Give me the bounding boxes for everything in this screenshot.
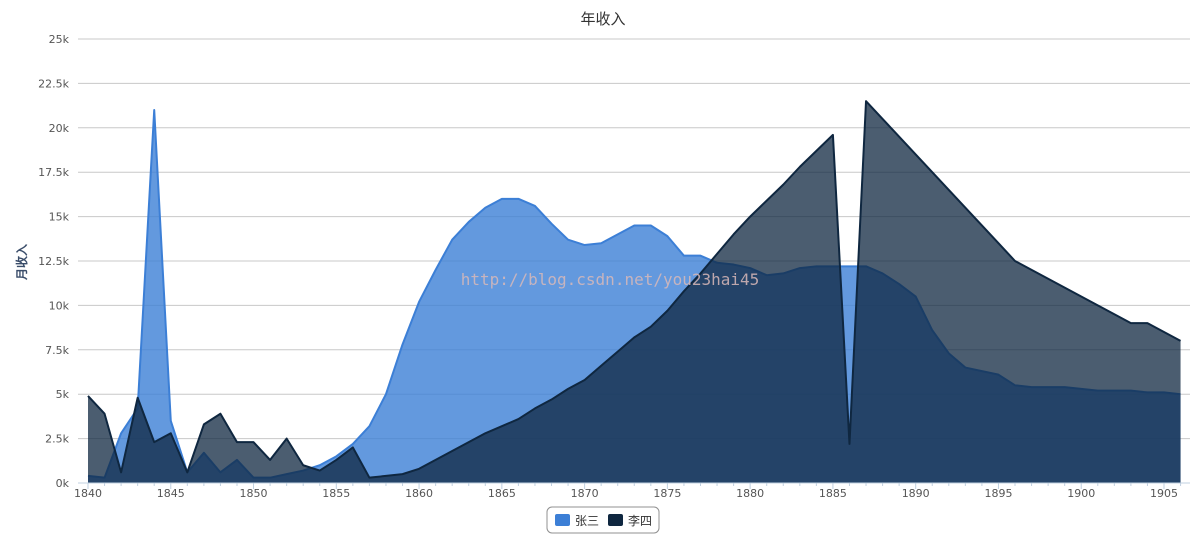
y-tick-label: 22.5k (38, 77, 69, 90)
x-tick-label: 1865 (488, 487, 516, 500)
legend-swatch-2[interactable] (608, 514, 623, 526)
watermark-text: http://blog.csdn.net/you23hai45 (461, 270, 760, 289)
x-tick-label: 1880 (736, 487, 764, 500)
y-axis-label: 月收入 (14, 244, 29, 281)
x-tick-label: 1855 (322, 487, 350, 500)
y-tick-label: 25k (49, 33, 70, 46)
series-line-2 (87, 100, 1182, 479)
x-tick-label: 1840 (74, 487, 102, 500)
y-tick-label: 17.5k (38, 166, 69, 179)
x-tick-label: 1885 (819, 487, 847, 500)
legend-swatch-1[interactable] (555, 514, 570, 526)
x-tick-label: 1900 (1067, 487, 1095, 500)
x-tick-label: 1895 (984, 487, 1012, 500)
x-tick-label: 1890 (902, 487, 930, 500)
y-axis-ticks: 0k 2.5k 5k 7.5k 10k 12.5k 15k 17.5k 20k 22.5k 25k (38, 33, 69, 490)
x-tick-label: 1905 (1150, 487, 1178, 500)
legend-label-1[interactable]: 张三 (575, 514, 599, 528)
legend[interactable]: 张三 李四 (546, 506, 660, 534)
x-tick-label: 1875 (653, 487, 681, 500)
x-tick-label: 1860 (405, 487, 433, 500)
y-tick-label: 5k (56, 388, 70, 401)
chart-title: 年收入 (580, 10, 625, 28)
legend-box (546, 506, 660, 534)
y-tick-label: 10k (49, 299, 70, 312)
series-area-2 (88, 101, 1181, 483)
x-tick-label: 1870 (571, 487, 599, 500)
y-tick-label: 7.5k (45, 344, 69, 357)
x-tick-label: 1850 (240, 487, 268, 500)
series-areas (87, 100, 1182, 483)
y-tick-label: 0k (56, 477, 70, 490)
y-tick-label: 15k (49, 211, 70, 224)
y-tick-label: 2.5k (45, 433, 69, 446)
x-axis-ticks: 1840 1845 1850 1855 1860 1865 1870 1875 1880 1885… (74, 483, 1182, 500)
x-tick-label: 1845 (157, 487, 185, 500)
legend-label-2[interactable]: 李四 (628, 513, 652, 528)
y-tick-label: 12.5k (38, 255, 69, 268)
y-tick-label: 20k (49, 122, 70, 135)
